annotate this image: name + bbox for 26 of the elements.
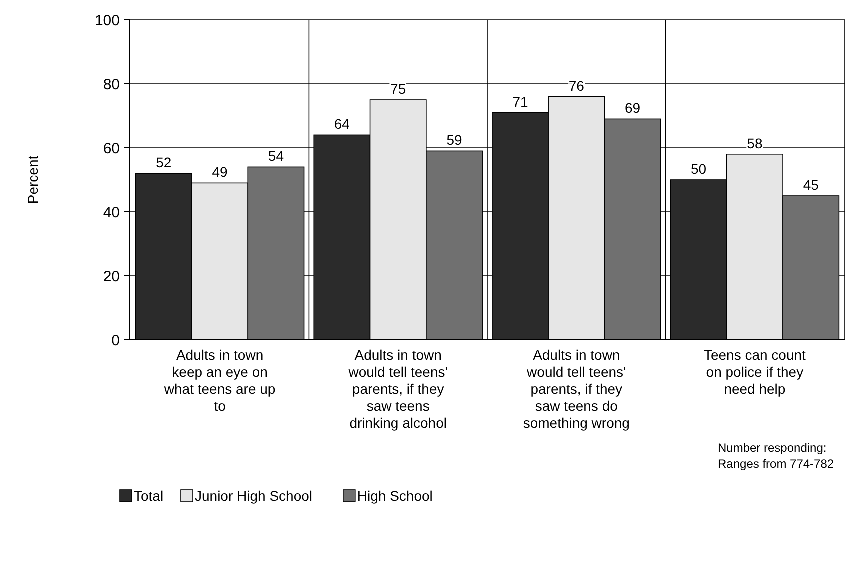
data-label: 45 <box>803 177 820 193</box>
data-label: 52 <box>156 154 172 171</box>
data-label: 49 <box>212 164 228 180</box>
data-label: 59 <box>446 132 462 148</box>
data-label: 69 <box>625 100 641 116</box>
y-tick-label: 60 <box>103 140 120 158</box>
y-axis-title: Percent <box>25 156 41 204</box>
y-tick-label: 100 <box>94 12 120 30</box>
x-tick-label: Teens can count on police if they need help <box>704 347 806 397</box>
data-label: 71 <box>512 94 528 110</box>
y-tick-label: 80 <box>103 76 120 94</box>
y-tick-label: 0 <box>112 332 120 350</box>
legend-label: Total <box>134 488 164 504</box>
legend-label: High School <box>357 488 433 504</box>
legend-label: Junior High School <box>195 488 313 504</box>
y-tick-label: 40 <box>103 204 120 222</box>
data-label: 64 <box>334 116 350 132</box>
x-tick-label: Adults in town keep an eye on what teens are up to <box>163 347 276 414</box>
text: Number responding: Ranges from 774-782 <box>718 441 834 471</box>
y-tick-label: 20 <box>103 268 120 286</box>
data-label: 58 <box>747 135 763 152</box>
data-label: 75 <box>390 81 406 97</box>
data-label: 50 <box>691 161 707 177</box>
x-tick-label: Adults in town would tell teens' parents, if they saw teens do something wrong <box>523 347 630 431</box>
x-tick-label: Adults in town would tell teens' parents, if they saw teens drinking alcohol <box>348 347 448 431</box>
data-label: 54 <box>268 148 284 164</box>
